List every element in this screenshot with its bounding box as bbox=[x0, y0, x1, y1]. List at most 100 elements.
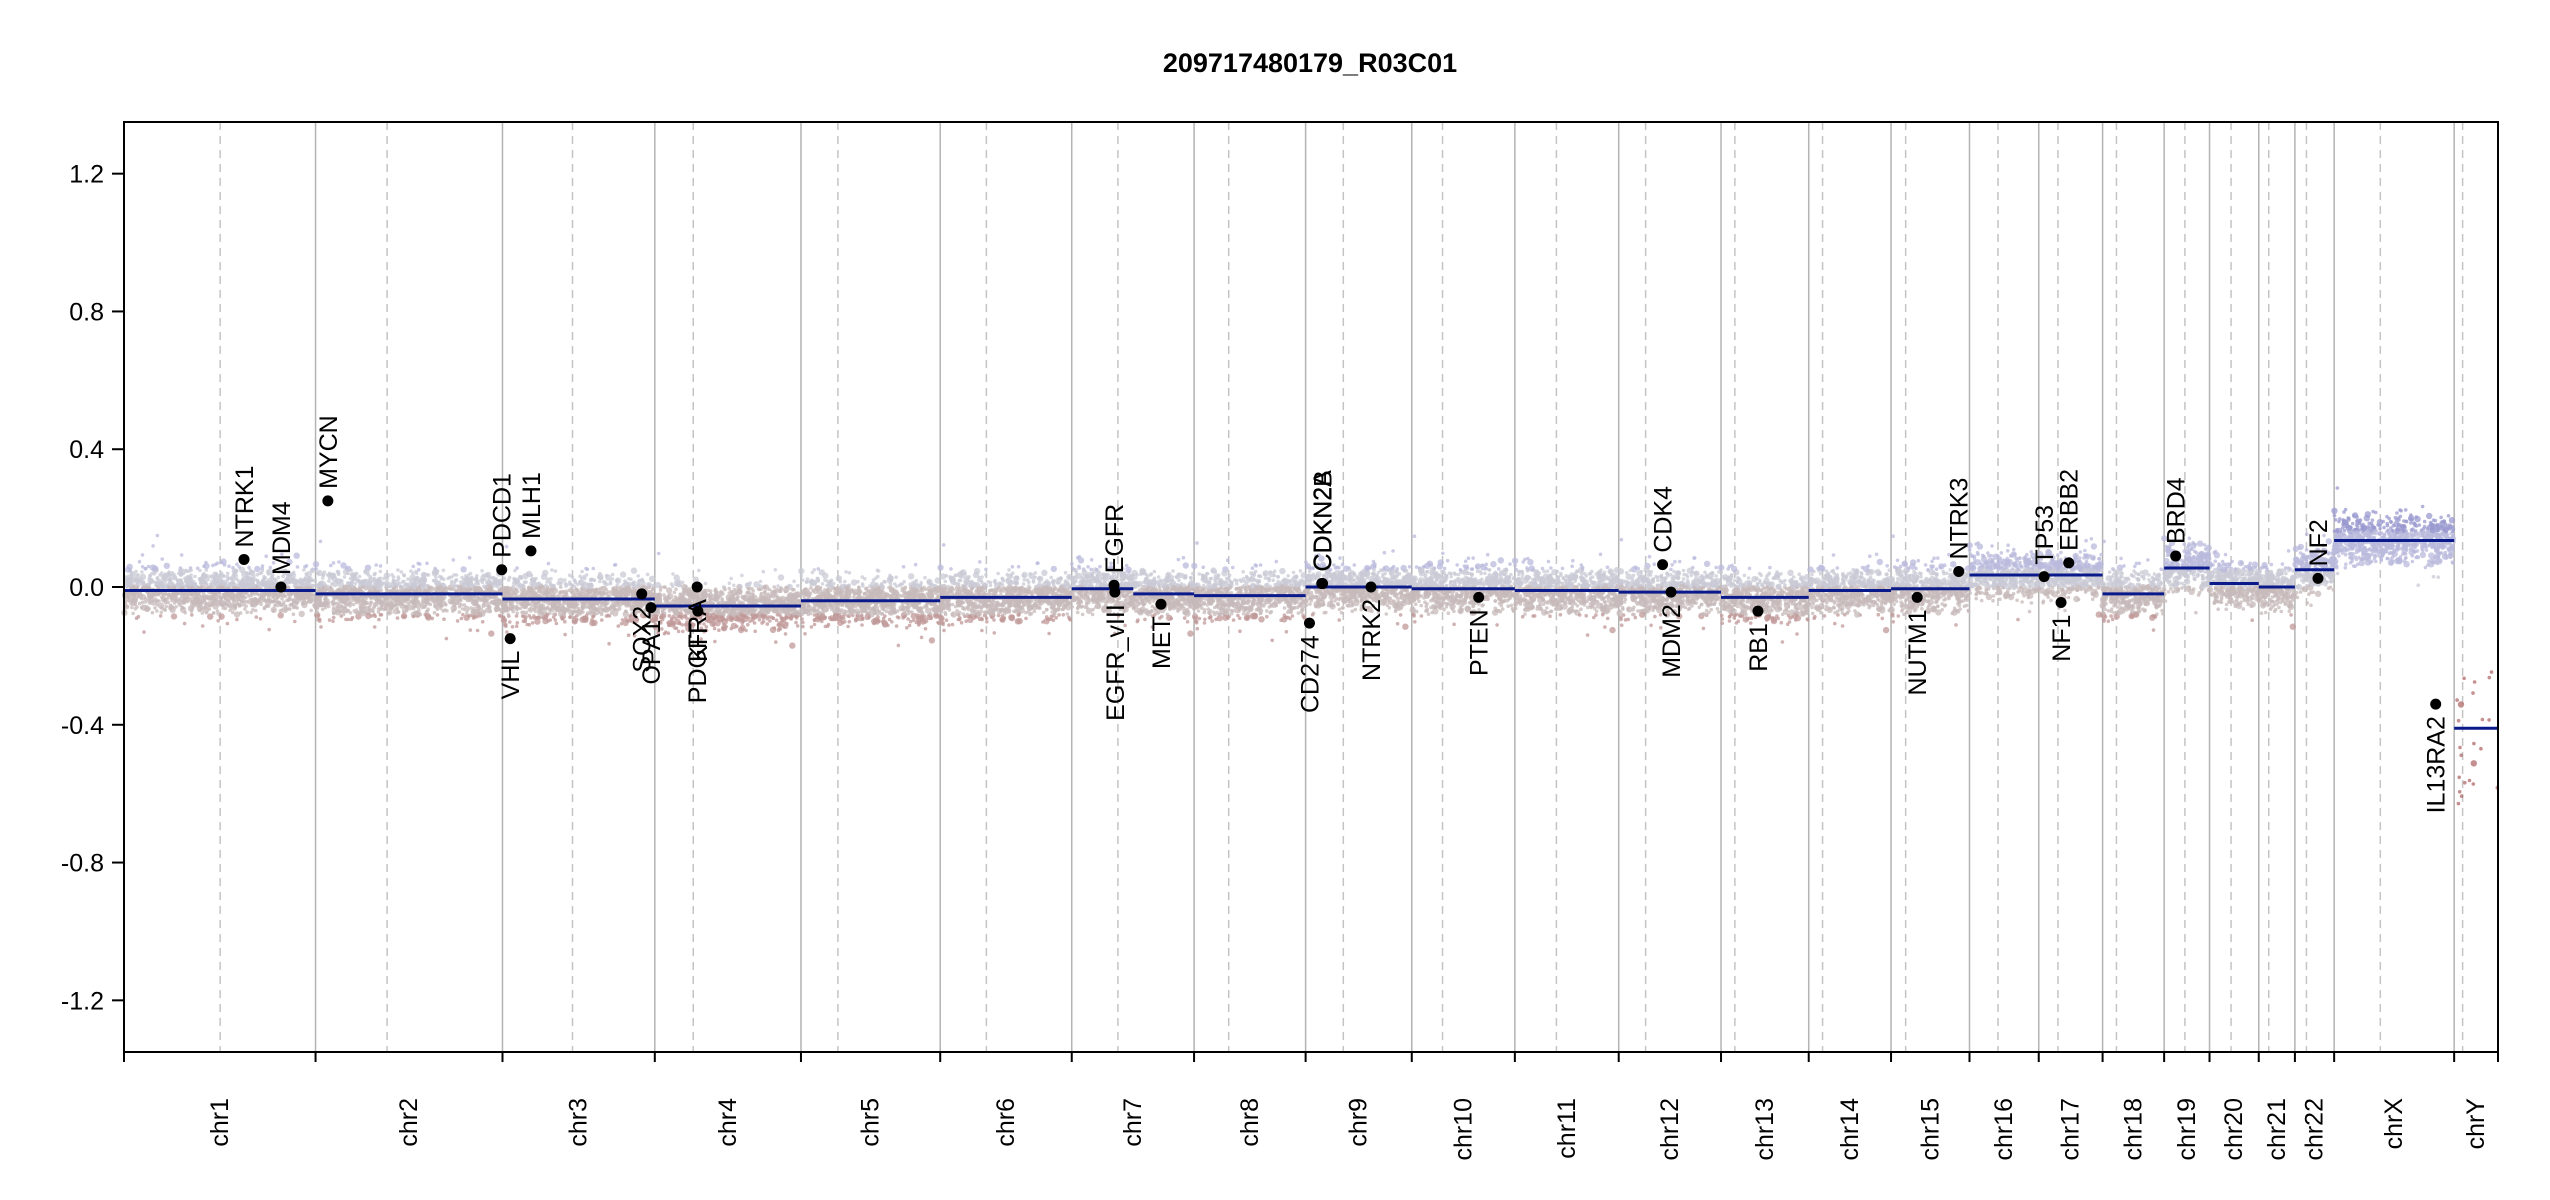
probe-point bbox=[385, 602, 389, 606]
probe-point bbox=[131, 611, 135, 616]
probe-point bbox=[560, 615, 565, 620]
probe-point bbox=[280, 597, 284, 601]
probe-point bbox=[672, 590, 677, 595]
probe-point bbox=[200, 624, 205, 628]
probe-point bbox=[460, 566, 467, 573]
probe-point bbox=[447, 575, 452, 580]
probe-point bbox=[491, 575, 496, 580]
probe-point bbox=[294, 582, 298, 586]
probe-point bbox=[671, 598, 676, 602]
probe-point bbox=[283, 594, 288, 598]
probe-point bbox=[661, 614, 665, 618]
probe-point bbox=[196, 605, 203, 612]
probe-point bbox=[442, 600, 446, 604]
probe-point bbox=[774, 590, 778, 594]
probe-point bbox=[194, 590, 201, 597]
probe-point bbox=[551, 602, 555, 606]
probe-point bbox=[665, 598, 669, 603]
probe-point bbox=[502, 618, 507, 623]
probe-point bbox=[576, 582, 580, 587]
probe-point bbox=[540, 589, 547, 596]
probe-point bbox=[244, 599, 249, 604]
probe-point bbox=[319, 625, 323, 629]
probe-point bbox=[144, 566, 148, 571]
probe-point bbox=[198, 578, 203, 582]
probe-point bbox=[619, 571, 627, 578]
probe-point bbox=[229, 602, 234, 607]
probe-point bbox=[410, 595, 418, 602]
probe-point bbox=[140, 570, 144, 574]
probe-point bbox=[149, 571, 154, 576]
probe-point bbox=[603, 600, 607, 605]
probe-point bbox=[170, 613, 178, 620]
probe-point bbox=[245, 610, 249, 614]
probe-point bbox=[592, 578, 597, 582]
probe-point bbox=[651, 588, 655, 592]
probe-point bbox=[459, 603, 464, 607]
probe-point bbox=[466, 573, 471, 577]
chart-title: 209717480179_R03C01 bbox=[1163, 48, 1457, 78]
probe-point bbox=[258, 571, 262, 576]
probe-point bbox=[293, 619, 297, 624]
probe-point bbox=[150, 599, 157, 606]
probe-point bbox=[139, 573, 147, 580]
probe-point bbox=[442, 577, 446, 582]
probe-point bbox=[393, 579, 400, 586]
probe-point bbox=[510, 625, 515, 629]
probe-point bbox=[861, 584, 865, 588]
probe-point bbox=[189, 609, 194, 614]
probe-point bbox=[370, 584, 374, 589]
probe-point bbox=[286, 598, 291, 603]
probe-point bbox=[254, 615, 259, 619]
probe-point bbox=[444, 636, 449, 641]
probe-point bbox=[437, 584, 444, 592]
probe-point bbox=[259, 602, 263, 607]
probe-point bbox=[123, 594, 130, 601]
probe-point bbox=[316, 569, 323, 577]
probe-point bbox=[662, 585, 666, 589]
probe-point bbox=[372, 625, 377, 629]
probe-point bbox=[553, 618, 558, 622]
probe-point bbox=[392, 608, 400, 615]
probe-point bbox=[756, 587, 761, 591]
probe-point bbox=[414, 569, 418, 574]
probe-point bbox=[788, 598, 793, 603]
probe-point bbox=[581, 615, 588, 622]
probe-point bbox=[181, 599, 186, 603]
probe-point bbox=[737, 584, 742, 589]
probe-point bbox=[132, 573, 139, 580]
probe-point bbox=[190, 585, 195, 590]
probe-point bbox=[351, 602, 356, 607]
probe-point bbox=[202, 564, 206, 568]
probe-point bbox=[501, 615, 506, 619]
probe-point bbox=[179, 568, 183, 573]
probe-point bbox=[773, 599, 778, 603]
probe-point bbox=[164, 604, 168, 609]
probe-point bbox=[513, 587, 518, 591]
probe-point bbox=[309, 608, 314, 613]
probe-point bbox=[772, 585, 777, 589]
probe-point bbox=[502, 576, 507, 581]
probe-point bbox=[706, 588, 710, 593]
probe-point bbox=[234, 568, 239, 573]
probe-point bbox=[730, 622, 738, 630]
probe-point bbox=[745, 590, 750, 595]
probe-point bbox=[202, 598, 207, 603]
probe-point bbox=[737, 589, 742, 593]
probe-point bbox=[820, 582, 825, 586]
probe-point bbox=[348, 576, 353, 581]
probe-point bbox=[557, 603, 562, 607]
probe-point bbox=[200, 611, 205, 615]
probe-point bbox=[277, 612, 284, 619]
probe-point bbox=[353, 572, 358, 577]
probe-point bbox=[759, 593, 763, 597]
probe-point bbox=[570, 590, 574, 594]
probe-point bbox=[511, 584, 516, 589]
probe-point bbox=[567, 608, 571, 612]
probe-point bbox=[359, 610, 367, 617]
probe-point bbox=[394, 585, 399, 590]
probe-point bbox=[736, 612, 741, 616]
probe-point bbox=[139, 593, 144, 597]
probe-point bbox=[263, 580, 271, 587]
probe-point bbox=[530, 600, 537, 608]
